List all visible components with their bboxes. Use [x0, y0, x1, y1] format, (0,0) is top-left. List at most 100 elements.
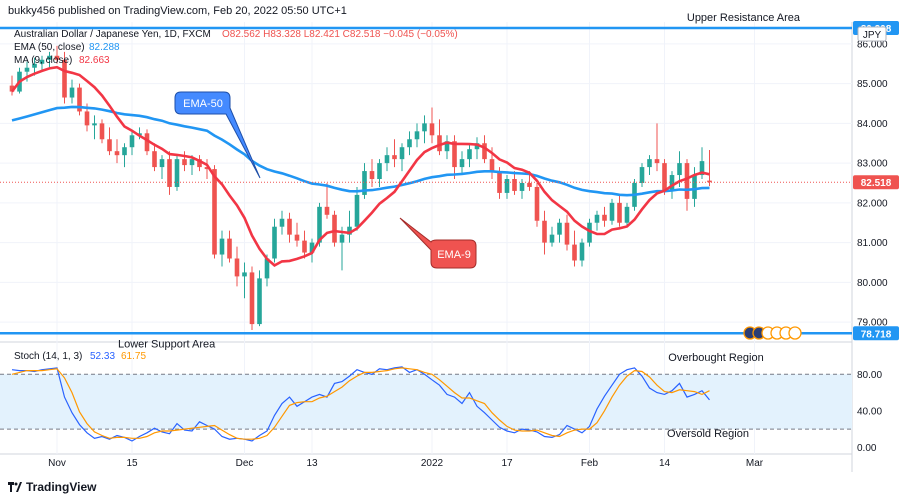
candle-body [414, 131, 420, 140]
candle-body [699, 161, 705, 176]
legend-ma-value: 82.663 [79, 55, 110, 66]
candle-body [639, 167, 645, 183]
upper-resistance-label: Upper Resistance Area [687, 12, 801, 24]
candle-body [122, 147, 127, 156]
candle-body [354, 194, 360, 227]
tradingview-logo[interactable]: TradingView [8, 480, 96, 494]
stoch-d-line [11, 367, 710, 440]
candle-body [437, 135, 442, 152]
candle-body [24, 67, 30, 72]
candle-body [369, 171, 375, 180]
candle-body [182, 159, 187, 166]
candle-body [287, 218, 292, 235]
footer-bar: TradingView [0, 476, 900, 500]
ema50-callout-label: EMA-50 [183, 98, 223, 110]
candle-body [249, 272, 255, 325]
candle-body [542, 220, 547, 243]
legend-stoch-label: Stoch (14, 1, 3) [14, 351, 82, 362]
legend-stoch-d: 61.75 [121, 351, 146, 362]
candle-body [129, 135, 135, 148]
candle-body [429, 123, 435, 136]
lower-support-label: Lower Support Area [118, 338, 216, 350]
time-tick-label: 15 [126, 458, 138, 469]
oversold-label: Oversold Region [667, 428, 749, 440]
published-caption: bukky456 published on TradingView.com, F… [8, 5, 347, 17]
legend-ema-label: EMA (50, close) [14, 42, 85, 53]
candle-body [422, 123, 427, 132]
time-tick-label: 2022 [421, 458, 444, 469]
event-flag-icon [788, 326, 802, 340]
legend-stoch-k: 52.33 [90, 351, 115, 362]
stoch-tick-label: 80.00 [857, 370, 882, 381]
candle-body [332, 214, 337, 243]
candle-body [39, 59, 45, 64]
lower-price-badge: 78.718 [861, 329, 892, 340]
stoch-tick-label: 40.00 [857, 406, 882, 417]
candle-body [654, 159, 660, 164]
tradingview-icon [8, 482, 22, 492]
candle-body [609, 202, 615, 221]
time-tick-label: 14 [659, 458, 671, 469]
candle-body [167, 159, 172, 187]
candle-body [684, 163, 690, 199]
stoch-tick-label: 0.00 [857, 443, 877, 454]
candle-body [212, 169, 217, 255]
candle-body [234, 258, 240, 277]
price-tick-label: 83.000 [857, 159, 888, 170]
last-price-badge-bg [853, 175, 899, 190]
tradingview-brand: TradingView [26, 480, 97, 494]
overbought-label: Overbought Region [668, 352, 763, 364]
candle-body [347, 226, 352, 235]
candle-body [399, 147, 405, 160]
top-bar: bukky456 published on TradingView.com, F… [0, 0, 900, 22]
time-tick-label: 17 [501, 458, 513, 469]
candle-body [489, 159, 495, 172]
candle-body [647, 159, 652, 168]
ma9-line [10, 65, 710, 267]
price-tick-label: 84.000 [857, 119, 888, 130]
candle-body [152, 151, 157, 168]
candle-body [84, 111, 90, 126]
candle-body [482, 143, 487, 160]
candle-body [69, 87, 75, 98]
candle-body [362, 171, 367, 195]
legend-ma-label: MA (9, close) [14, 55, 72, 66]
candle-body [107, 139, 112, 152]
candle-body [257, 278, 262, 325]
legend-ema-value: 82.288 [89, 42, 120, 53]
candle-body [242, 272, 247, 277]
candle-body [504, 179, 510, 193]
candle-body [99, 123, 105, 140]
candle-body [624, 206, 630, 223]
candle-body [572, 244, 577, 261]
candle-body [189, 159, 195, 166]
candle-body [564, 222, 570, 245]
candle-body [302, 240, 307, 253]
lower-price-badge-bg [853, 326, 899, 341]
time-tick-label: Nov [48, 458, 66, 469]
candle-body [339, 234, 345, 243]
candle-body [144, 133, 150, 152]
price-tick-label: 86.000 [857, 39, 888, 50]
candle-body [677, 163, 682, 176]
candle-body [692, 175, 697, 199]
currency-tag: JPY [863, 30, 882, 41]
price-tick-label: 79.000 [857, 318, 888, 329]
candle-body [512, 179, 517, 191]
ema9-callout-label: EMA-9 [437, 249, 471, 261]
legend-ohlc: O82.562 H83.328 L82.421 C82.518 −0.045 (… [222, 29, 458, 40]
time-tick-label: 13 [306, 458, 318, 469]
legend-symbol: Australian Dollar / Japanese Yen, 1D, FX… [14, 29, 211, 40]
candle-body [467, 149, 472, 160]
candle-body [219, 238, 225, 255]
currency-tag-bg [857, 26, 887, 42]
candle-body [594, 214, 600, 223]
time-tick-label: Feb [581, 458, 599, 469]
price-tick-label: 82.000 [857, 198, 888, 209]
candle-body [294, 234, 300, 241]
candle-body [32, 63, 37, 68]
candle-body [92, 123, 97, 126]
candle-body [534, 186, 540, 221]
candle-body [9, 85, 15, 92]
